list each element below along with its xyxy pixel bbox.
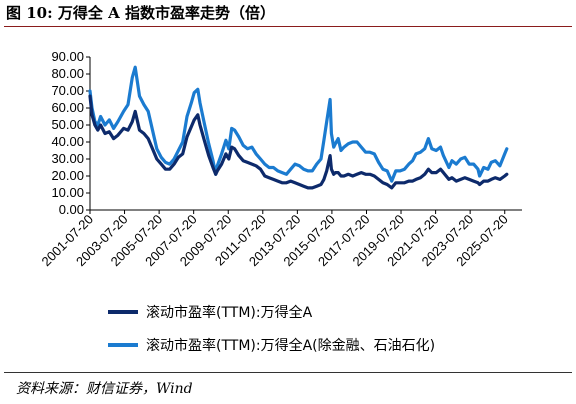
y-tick-label: 30.00 <box>51 151 84 166</box>
y-tick-label: 70.00 <box>51 83 84 98</box>
y-tick-label: 40.00 <box>51 134 84 149</box>
series-line-wind-all-a-ex-fin <box>88 65 509 183</box>
y-tick-label: 80.00 <box>51 66 84 81</box>
y-tick-label: 50.00 <box>51 117 84 132</box>
y-tick-label: 10.00 <box>51 185 84 200</box>
y-tick-label: 0.00 <box>59 202 84 217</box>
series-line-wind-all-a <box>88 94 509 190</box>
title-rule <box>4 26 572 27</box>
source-rule <box>4 372 572 373</box>
y-tick-label: 20.00 <box>51 168 84 183</box>
y-tick-label: 90.00 <box>51 49 84 64</box>
legend-label: 滚动市盈率(TTM):万得全A(除金融、石油石化) <box>146 337 435 354</box>
y-tick-label: 60.00 <box>51 100 84 115</box>
figure-title: 图 10: 万得全 A 指数市盈率走势（倍） <box>6 4 275 22</box>
legend-label: 滚动市盈率(TTM):万得全A <box>146 304 313 321</box>
source-note: 资料来源：财信证券，Wind <box>16 381 193 397</box>
